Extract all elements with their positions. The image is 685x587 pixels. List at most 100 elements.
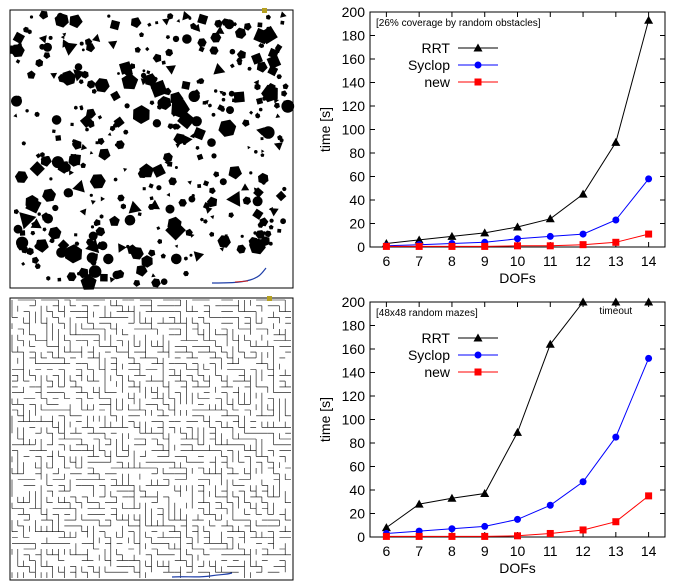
x-tick-label: 12 <box>575 253 591 269</box>
hexagon-obstacle <box>167 13 174 20</box>
y-tick-label: 200 <box>342 294 366 310</box>
diamond-obstacle <box>95 141 99 145</box>
y-tick-label: 140 <box>342 75 366 91</box>
hexagon-obstacle <box>163 152 173 163</box>
triangle-obstacle <box>50 72 58 79</box>
diamond-obstacle <box>252 208 264 220</box>
diamond-obstacle <box>10 45 19 55</box>
hexagon-obstacle <box>209 46 219 55</box>
data-point-rrt <box>545 214 555 223</box>
x-tick-label: 11 <box>543 253 558 269</box>
triangle-obstacle <box>219 247 224 252</box>
obstacle-field <box>10 10 295 290</box>
x-tick-label: 13 <box>608 543 624 559</box>
diamond-obstacle <box>79 114 94 128</box>
hexagon-obstacle <box>94 78 110 93</box>
diamond-obstacle <box>277 228 282 233</box>
y-tick-label: 20 <box>349 216 365 232</box>
pentagon-obstacle <box>236 50 246 60</box>
circle-obstacle <box>214 89 218 93</box>
pentagon-obstacle <box>242 119 250 127</box>
data-point-syclop <box>612 216 620 224</box>
triangle-obstacle <box>81 143 88 151</box>
hexagon-obstacle <box>183 256 188 261</box>
pentagon-obstacle <box>78 79 84 85</box>
data-point-new <box>612 518 620 526</box>
diamond-obstacle <box>249 110 254 115</box>
y-tick-label: 80 <box>349 145 365 161</box>
circle-obstacle <box>253 231 257 235</box>
y-tick-label: 180 <box>342 28 366 44</box>
data-point-rrt <box>644 297 654 306</box>
data-point-new <box>481 532 489 540</box>
diamond-obstacle <box>12 31 25 45</box>
x-tick-label: 8 <box>448 253 456 269</box>
diamond-obstacle <box>147 22 152 27</box>
diamond-obstacle <box>257 22 263 28</box>
data-point-syclop <box>481 522 489 530</box>
circle-obstacle <box>43 42 52 52</box>
triangle-obstacle <box>90 200 96 205</box>
triangle-obstacle <box>213 63 226 75</box>
triangle-obstacle <box>109 277 116 283</box>
data-point-new <box>612 238 620 246</box>
triangle-obstacle <box>30 218 42 229</box>
pentagon-obstacle <box>80 274 97 290</box>
data-point-new <box>415 532 423 540</box>
diamond-obstacle <box>167 161 173 167</box>
pentagon-obstacle <box>130 17 142 28</box>
hexagon-obstacle <box>26 247 34 256</box>
pentagon-obstacle <box>133 280 141 287</box>
circle-obstacle <box>219 178 227 186</box>
pentagon-obstacle <box>27 70 36 79</box>
pentagon-obstacle <box>195 146 200 150</box>
circle-obstacle <box>249 171 253 175</box>
data-point-new <box>645 492 653 500</box>
hexagon-obstacle <box>65 244 83 264</box>
circle-obstacle <box>103 253 114 265</box>
diamond-obstacle <box>97 115 103 120</box>
diamond-obstacle <box>192 89 201 97</box>
data-point-syclop <box>546 501 554 509</box>
hexagon-obstacle <box>115 140 125 150</box>
pentagon-obstacle <box>165 35 170 40</box>
y-tick-label: 40 <box>349 192 365 208</box>
hexagon-obstacle <box>235 27 247 39</box>
data-point-new <box>579 526 587 534</box>
hexagon-obstacle <box>120 203 126 210</box>
hexagon-obstacle <box>249 238 266 255</box>
legend-marker-rrt <box>473 43 483 52</box>
circle-obstacle <box>39 43 46 50</box>
circle-obstacle <box>89 193 93 197</box>
y-tick-label: 160 <box>342 51 366 67</box>
pentagon-obstacle <box>35 239 49 253</box>
circle-obstacle <box>117 72 120 75</box>
diamond-obstacle <box>151 163 166 178</box>
y-tick-label: 120 <box>342 98 366 114</box>
hexagon-obstacle <box>236 244 246 254</box>
circle-obstacle <box>48 35 53 40</box>
circle-obstacle <box>90 225 95 229</box>
pentagon-obstacle <box>281 90 288 97</box>
triangle-obstacle <box>69 169 74 176</box>
triangle-obstacle <box>108 40 118 50</box>
pentagon-obstacle <box>164 87 172 96</box>
pentagon-obstacle <box>139 163 154 178</box>
pentagon-obstacle <box>196 79 201 84</box>
pentagon-obstacle <box>14 209 20 215</box>
diamond-obstacle <box>29 161 45 177</box>
legend-marker-new <box>474 78 482 86</box>
hexagon-obstacle <box>264 230 272 238</box>
chart-annotation: [48x48 random mazes] <box>376 308 478 319</box>
circle-obstacle <box>37 212 41 216</box>
hexagon-obstacle <box>165 48 173 57</box>
hexagon-obstacle <box>254 83 261 91</box>
data-point-syclop <box>645 175 653 183</box>
data-point-new <box>415 242 423 250</box>
circle-obstacle <box>182 34 192 44</box>
circle-obstacle <box>262 126 275 139</box>
triangle-obstacle <box>151 273 156 278</box>
hexagon-obstacle <box>255 230 266 239</box>
circle-obstacle <box>52 204 59 212</box>
